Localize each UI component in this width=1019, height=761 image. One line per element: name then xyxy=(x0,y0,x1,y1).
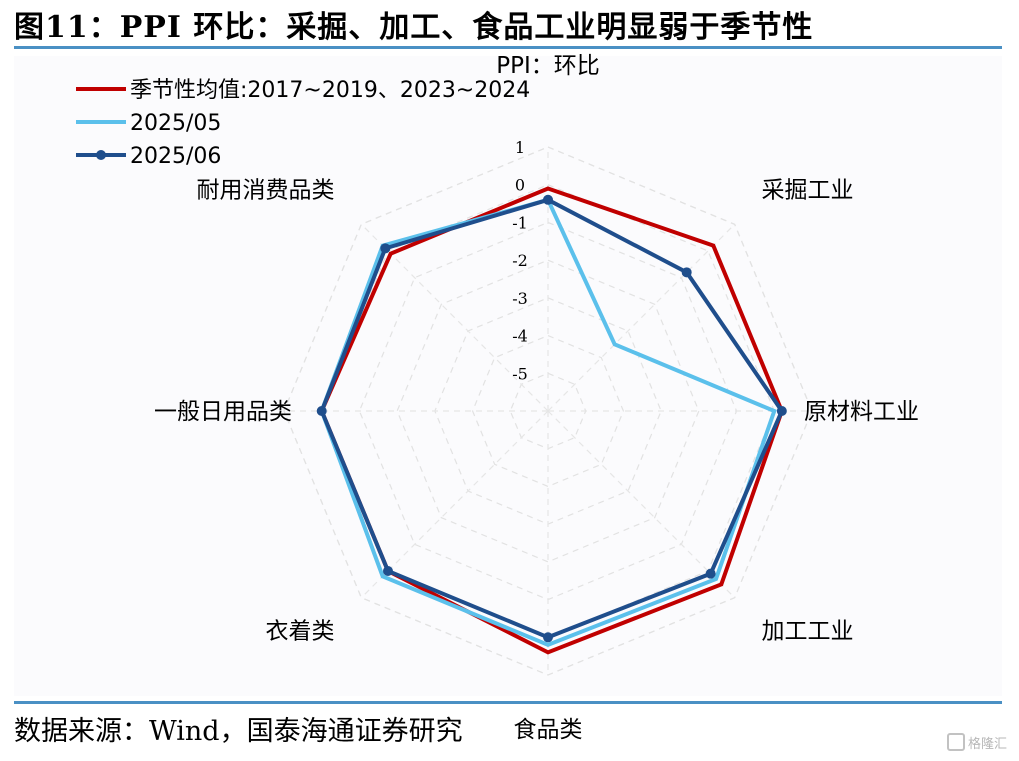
radar-series xyxy=(316,186,787,655)
category-label: 耐用消费品类 xyxy=(196,177,334,203)
radial-ticks: 1 0 -1 -2 -3 -4 -5 xyxy=(512,138,528,383)
series-marker xyxy=(380,243,391,254)
watermark-logo-icon xyxy=(946,733,965,751)
legend-label: 2025/05 xyxy=(130,111,221,136)
plot-area xyxy=(14,56,1002,696)
radial-tick-label: 1 xyxy=(515,138,525,157)
series-marker xyxy=(705,568,716,579)
grid-spoke xyxy=(360,223,549,412)
radar-grid xyxy=(14,56,1002,696)
category-label: 衣着类 xyxy=(265,619,334,645)
series-marker xyxy=(543,632,553,643)
series-marker xyxy=(382,566,393,577)
radial-tick-label: -3 xyxy=(512,289,528,308)
series-marker xyxy=(681,267,692,278)
grid-ring-outer xyxy=(283,146,813,676)
radial-tick-label: -2 xyxy=(512,251,528,270)
grid-spoke xyxy=(360,410,549,599)
category-label: 原材料工业 xyxy=(804,399,919,425)
legend: 季节性均值:2017~2019、2023~2024 2025/05 2025/06 xyxy=(76,78,530,169)
watermark: 格隆汇 xyxy=(946,733,1007,752)
grid-spoke xyxy=(547,223,736,412)
radial-tick-label: 0 xyxy=(515,176,525,195)
series-marker xyxy=(316,406,327,416)
radial-tick-label: -1 xyxy=(512,213,528,232)
category-label: PPI：环比 xyxy=(496,53,600,79)
legend-label: 2025/06 xyxy=(130,144,221,169)
source-note: 数据来源：Wind，国泰海通证券研究 xyxy=(14,716,463,747)
radial-tick-label: -4 xyxy=(512,327,528,346)
grid-spoke xyxy=(547,410,736,599)
title-divider xyxy=(14,46,1002,49)
legend-marker xyxy=(96,150,106,160)
legend-label: 季节性均值:2017~2019、2023~2024 xyxy=(130,78,530,103)
category-label: 采掘工业 xyxy=(762,177,854,203)
footer-divider xyxy=(14,701,1002,704)
category-label: 食品类 xyxy=(514,717,583,743)
category-label: 一般日用品类 xyxy=(154,399,292,425)
figure-title: 图11：PPI 环比：采掘、加工、食品工业明显弱于季节性 xyxy=(14,10,814,45)
watermark-text: 格隆汇 xyxy=(967,737,1007,752)
radial-tick-label: -5 xyxy=(512,364,528,383)
series-line xyxy=(319,197,777,647)
series-line xyxy=(319,186,784,655)
series-marker xyxy=(776,406,787,416)
category-label: 加工工业 xyxy=(762,619,854,645)
series-marker xyxy=(543,194,553,205)
